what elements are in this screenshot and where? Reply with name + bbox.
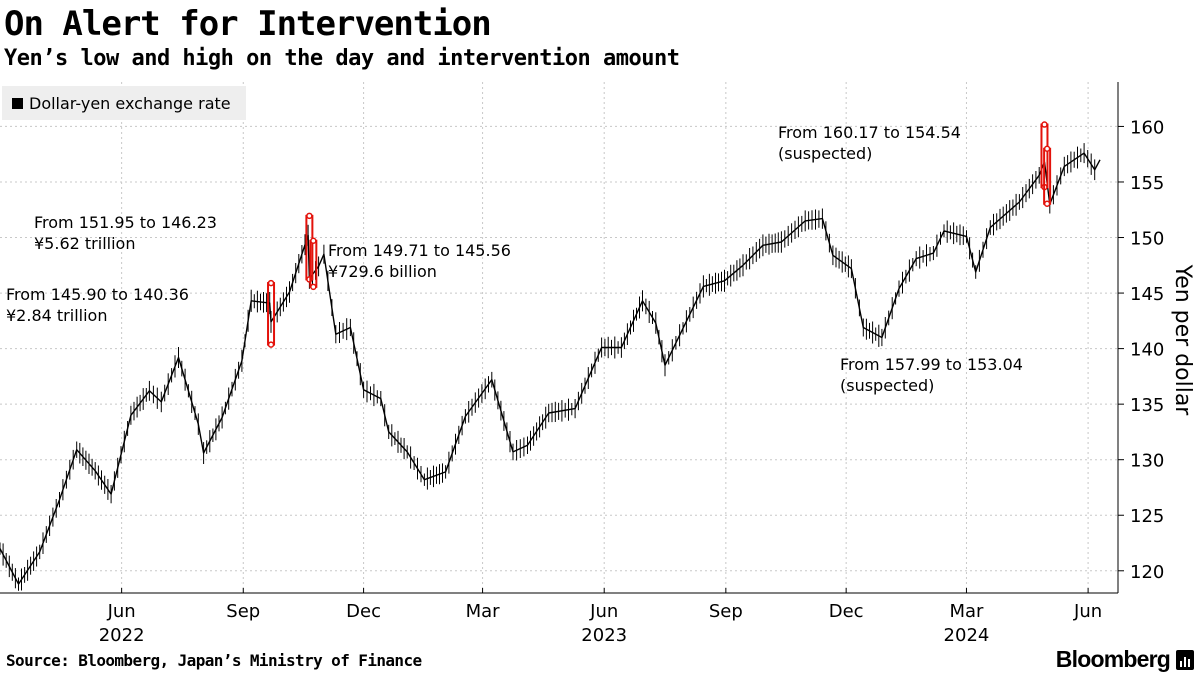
- intervention-low-marker: [267, 341, 275, 348]
- annotation-amount: (suspected): [778, 144, 872, 163]
- y-tick-label: 125: [1130, 506, 1164, 527]
- y-tick-label: 145: [1130, 284, 1164, 305]
- annotation-label: From 149.71 to 145.56: [328, 241, 511, 260]
- intervention-low-marker: [1043, 200, 1051, 208]
- y-tick-label: 135: [1130, 395, 1164, 416]
- x-year-label: 2024: [944, 625, 990, 646]
- legend: Dollar-yen exchange rate: [2, 86, 246, 120]
- legend-swatch: [12, 97, 23, 109]
- x-year-label: 2023: [581, 625, 627, 646]
- intervention-high-marker: [306, 212, 313, 220]
- x-year-label: 2022: [99, 625, 145, 646]
- annotation-amount: (suspected): [840, 376, 934, 395]
- annotation-amount: ¥729.6 billion: [328, 262, 437, 281]
- annotation-group: From 145.90 to 140.36 ¥2.84 trillion From …: [6, 123, 1023, 395]
- y-tick-label: 155: [1130, 173, 1164, 194]
- annotation-label: From 151.95 to 146.23: [34, 213, 217, 232]
- x-tick-label: Jun: [589, 601, 618, 622]
- intervention-high-marker: [310, 237, 317, 244]
- intervention-group: [267, 121, 1052, 348]
- x-tick-label: Sep: [709, 601, 743, 622]
- x-tick-label: Dec: [346, 601, 381, 622]
- intervention-high-marker: [267, 279, 275, 287]
- x-tick-label: Sep: [226, 601, 260, 622]
- y-axis-title: Yen per dollar: [1170, 264, 1195, 417]
- y-tick-label: 130: [1130, 451, 1164, 472]
- grid-lines: [0, 82, 1118, 593]
- intervention-high-marker: [1041, 121, 1048, 128]
- annotation-label: From 160.17 to 154.54: [778, 123, 961, 142]
- chart-title: On Alert for Intervention: [4, 4, 492, 44]
- y-tick-label: 150: [1130, 229, 1164, 250]
- intervention-high-marker: [1043, 145, 1051, 153]
- x-tick-label: Mar: [466, 601, 501, 622]
- source-note: Source: Bloomberg, Japan’s Ministry of F…: [6, 651, 422, 670]
- y-tick-label: 120: [1130, 562, 1164, 583]
- chart-subtitle: Yen’s low and high on the day and interv…: [4, 46, 680, 71]
- intervention-low-marker: [310, 283, 317, 291]
- brand-logo: Bloomberg: [1055, 646, 1171, 672]
- annotation-amount: ¥2.84 trillion: [6, 306, 107, 325]
- legend-label: Dollar-yen exchange rate: [29, 93, 231, 113]
- x-tick-label: Jun: [1073, 601, 1102, 622]
- x-tick-label: Jun: [107, 601, 136, 622]
- annotation-amount: ¥5.62 trillion: [34, 234, 135, 253]
- x-tick-label: Dec: [829, 601, 864, 622]
- annotation-label: From 145.90 to 140.36: [6, 285, 189, 304]
- axes-group: 120 125 130 135 140 145 150 155 160 Jun 2022 Sep Dec…: [0, 82, 1195, 646]
- y-tick-label: 140: [1130, 340, 1164, 361]
- annotation-label: From 157.99 to 153.04: [840, 355, 1023, 374]
- y-tick-label: 160: [1130, 117, 1164, 138]
- bloomberg-chart-icon: [1176, 650, 1194, 670]
- x-tick-label: Mar: [949, 601, 984, 622]
